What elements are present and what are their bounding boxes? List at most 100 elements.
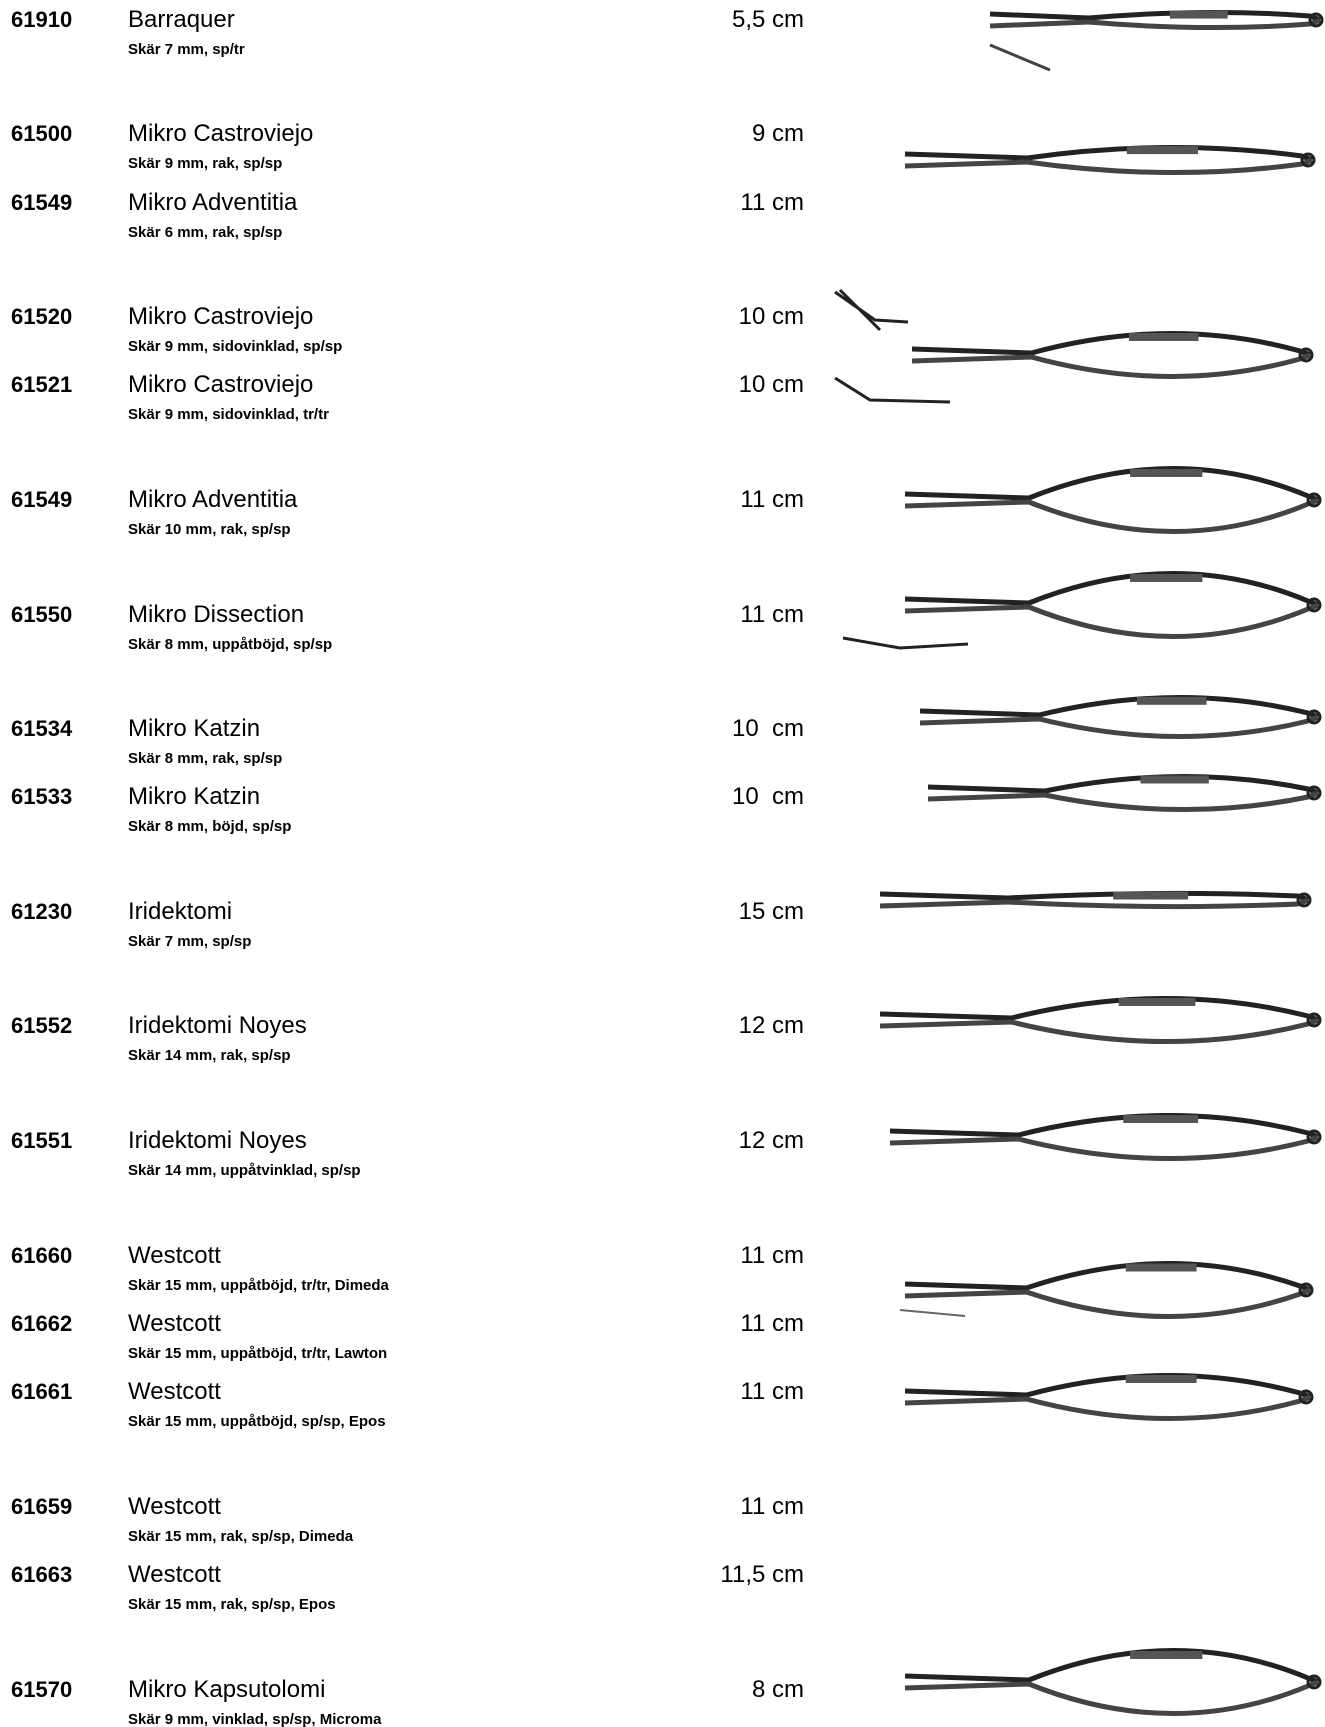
item-code: 61570 <box>11 1677 73 1702</box>
scissors-drawing <box>879 1017 1319 1044</box>
scissors-drawing <box>1140 775 1209 784</box>
scissors-drawing <box>1306 1674 1322 1690</box>
item-code: 61660 <box>11 1243 73 1268</box>
scissors-drawing <box>904 1261 1311 1293</box>
item-length: 12 cm <box>738 1127 804 1154</box>
item-desc: Skär 10 mm, rak, sp/sp <box>128 521 291 538</box>
item-desc: Skär 15 mm, uppåtböjd, sp/sp, Epos <box>128 1413 386 1430</box>
scissors-drawing <box>1306 597 1322 613</box>
scissors-drawing <box>927 790 1319 813</box>
scissors-drawing <box>904 497 1319 534</box>
scissors-drawing <box>889 1113 1319 1140</box>
scissors-drawing <box>904 1373 1311 1400</box>
item-length: 11 cm <box>740 601 804 628</box>
item-code: 61549 <box>11 190 73 215</box>
scissors-drawing <box>1308 12 1324 28</box>
item-desc: Skär 8 mm, uppåtböjd, sp/sp <box>128 636 333 653</box>
scissors-drawing <box>1306 1012 1322 1028</box>
item-code: 61552 <box>11 1013 73 1038</box>
scissors-drawing <box>904 571 1319 608</box>
item-name: Westcott <box>128 1242 221 1269</box>
scissors-drawing <box>1169 10 1228 19</box>
item-desc: Skär 15 mm, uppåtböjd, tr/tr, Dimeda <box>128 1277 389 1294</box>
item-desc: Skär 8 mm, böjd, sp/sp <box>128 818 292 835</box>
item-length: 11 cm <box>740 189 804 216</box>
scissors-drawing <box>989 9 1321 23</box>
item-name: Barraquer <box>128 6 235 33</box>
item-name: Iridektomi Noyes <box>128 1012 307 1039</box>
scissors-drawing <box>904 1287 1311 1319</box>
scissors-drawing <box>927 773 1319 796</box>
item-name: Westcott <box>128 1493 221 1520</box>
item-desc: Skär 9 mm, rak, sp/sp <box>128 155 283 172</box>
scissors-drawing <box>879 897 1309 910</box>
item-desc: Skär 7 mm, sp/sp <box>128 933 252 950</box>
item-name: Mikro Adventitia <box>128 486 298 513</box>
scissors-drawing <box>1130 574 1203 582</box>
item-desc: Skär 15 mm, rak, sp/sp, Dimeda <box>128 1528 354 1545</box>
item-code: 61549 <box>11 487 73 512</box>
item-code: 61521 <box>11 372 73 397</box>
scissors-drawing <box>989 17 1321 31</box>
item-code: 61550 <box>11 602 73 627</box>
item-desc: Skär 15 mm, uppåtböjd, tr/tr, Lawton <box>128 1345 388 1362</box>
item-desc: Skär 14 mm, rak, sp/sp <box>128 1047 291 1064</box>
scissors-drawing <box>904 1394 1311 1421</box>
item-length: 5,5 cm <box>731 6 804 33</box>
scissors-drawing <box>834 288 909 332</box>
scissors-drawing <box>1123 1115 1199 1123</box>
item-name: Westcott <box>128 1310 221 1337</box>
scissors-drawing <box>904 1679 1319 1716</box>
item-desc: Skär 9 mm, vinklad, sp/sp, Microma <box>128 1711 382 1727</box>
item-desc: Skär 7 mm, sp/tr <box>128 41 245 58</box>
scissors-drawing <box>919 714 1319 740</box>
item-length: 11 cm <box>740 486 804 513</box>
item-code: 61662 <box>11 1311 73 1336</box>
item-code: 61230 <box>11 899 73 924</box>
item-name: Westcott <box>128 1561 221 1588</box>
scissors-drawing <box>904 466 1319 503</box>
scissors-drawing <box>1306 709 1322 725</box>
item-length: 9 cm <box>751 120 804 147</box>
item-code: 61663 <box>11 1562 73 1587</box>
item-length: 10 cm <box>738 303 804 330</box>
item-code: 61520 <box>11 304 73 329</box>
scissors-drawing <box>879 890 1309 903</box>
scissors-drawing <box>842 636 969 650</box>
scissors-drawing <box>911 331 1311 358</box>
item-desc: Skär 15 mm, rak, sp/sp, Epos <box>128 1596 336 1613</box>
item-code: 61551 <box>11 1128 73 1153</box>
item-name: Mikro Castroviejo <box>128 371 314 398</box>
item-name: Mikro Castroviejo <box>128 303 314 330</box>
scissors-drawing <box>1118 998 1196 1006</box>
item-length: 11 cm <box>740 1242 804 1269</box>
scissors-drawing <box>1298 1389 1314 1405</box>
item-name: Iridektomi <box>128 898 233 925</box>
scissors-drawing <box>899 1309 966 1317</box>
scissors-drawing <box>1306 492 1322 508</box>
scissors-drawing <box>904 157 1313 176</box>
item-length: 12 cm <box>738 1012 804 1039</box>
item-code: 61661 <box>11 1379 73 1404</box>
scissors-drawing <box>1130 469 1203 477</box>
item-length: 15 cm <box>738 898 804 925</box>
item-length: 11 cm <box>740 1378 804 1405</box>
scissors-drawing <box>989 43 1051 72</box>
scissors-drawing <box>1300 152 1316 168</box>
item-name: Mikro Katzin <box>128 715 261 742</box>
scissors-drawing <box>904 1648 1319 1685</box>
scissors-drawing <box>904 602 1319 639</box>
scissors-drawing <box>911 352 1311 379</box>
item-name: Mikro Adventitia <box>128 189 298 216</box>
item-code: 61500 <box>11 121 73 146</box>
scissors-drawing <box>1136 696 1207 705</box>
item-name: Mikro Castroviejo <box>128 120 314 147</box>
scissors-drawing <box>919 694 1319 720</box>
scissors-drawing <box>1128 333 1199 341</box>
item-length: 11,5 cm <box>720 1561 804 1588</box>
scissors-drawing <box>1306 785 1322 801</box>
scissors-drawing <box>1306 1129 1322 1145</box>
item-code: 61534 <box>11 716 73 741</box>
